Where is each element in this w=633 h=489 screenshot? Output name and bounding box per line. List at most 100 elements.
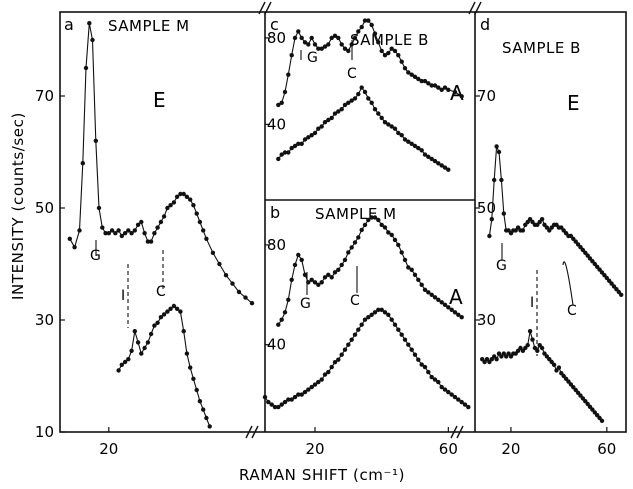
panel-d-data-point: [520, 228, 526, 233]
panel-b-data-point: [289, 397, 294, 402]
panel-a-data-point: [230, 281, 235, 286]
panel-b-data-point: [309, 384, 314, 390]
panel-b-data-point: [399, 332, 404, 337]
panel-b-data-point: [296, 252, 301, 258]
break-mark: [468, 1, 476, 15]
panel-b-data-point: [436, 379, 441, 385]
panel-c-data-point: [362, 89, 368, 95]
panel-b-data-point: [292, 262, 298, 268]
panel-b-data-point: [299, 392, 304, 397]
panel-c-data-point: [352, 35, 358, 41]
panel-b-y-tick-label: 40: [267, 336, 286, 354]
panel-a-data-point: [148, 239, 154, 244]
panel-a-y-tick-label: 10: [35, 423, 54, 441]
panel-c-data-point: [359, 24, 364, 30]
panel-b-data-point: [316, 379, 321, 385]
panel-b-data-point: [356, 327, 361, 332]
panel-c-data-point: [356, 29, 361, 34]
panel-d-data-point: [489, 217, 494, 222]
panel-a-data-point: [243, 295, 248, 300]
panel-a-data-point: [122, 359, 128, 365]
panel-b-data-point: [319, 280, 324, 285]
panel-a-data-point: [210, 250, 216, 255]
panel-c-data-point: [352, 96, 358, 101]
panel-c-series-1-line: [277, 86, 449, 171]
panel-b-data-point: [409, 267, 414, 272]
panel-a-data-point: [197, 219, 203, 225]
panel-c-data-point: [342, 46, 348, 51]
panel-c-data-point: [336, 35, 341, 41]
panel-c-data-point: [396, 130, 401, 136]
panel-a-data-point: [148, 331, 154, 337]
panel-c-data-point: [292, 143, 298, 149]
label-c-a: C: [156, 284, 166, 300]
panel-b-data-point: [312, 280, 318, 285]
panel-d-data-point: [599, 418, 605, 423]
panel-c-data-point: [442, 85, 448, 90]
panel-a-data-point: [116, 368, 121, 373]
panel-a-data-point: [103, 231, 108, 236]
panel-a-data-point: [135, 340, 141, 345]
panel-a-data-point: [132, 329, 137, 334]
panel-b-data-point: [392, 322, 398, 327]
panel-c-data-point: [292, 35, 298, 41]
panel-c-data-point: [392, 48, 398, 54]
panel-c-data-point: [446, 87, 451, 93]
panel-b-data-point: [359, 227, 364, 233]
panel-c-data-point: [306, 42, 311, 47]
panel-b-data-point: [306, 387, 311, 392]
panel-d-data-point: [527, 329, 533, 334]
panel-a-data-point: [100, 225, 105, 230]
panel-c-data-point: [386, 50, 391, 56]
panel-a-data-point: [96, 205, 102, 211]
panel-b-data-point: [346, 342, 351, 347]
panel-b-data-point: [272, 404, 278, 410]
panel-c-data-point: [382, 53, 388, 58]
panel-b-data-point: [352, 332, 358, 337]
panel-b-sample-title: SAMPLE M: [315, 205, 397, 223]
panel-b-data-point: [426, 369, 431, 375]
panel-b-data-point: [379, 307, 384, 312]
panel-b-data-point: [386, 230, 391, 235]
panel-d-sample-title: SAMPLE B: [502, 39, 581, 57]
panel-c-data-point: [426, 154, 431, 159]
panel-a-data-point: [145, 340, 151, 345]
label-g-b: G: [300, 296, 311, 312]
panel-c-data-point: [329, 115, 334, 121]
panel-b-data-point: [339, 352, 344, 357]
panel-a-data-point: [249, 301, 255, 306]
panel-c-data-point: [369, 100, 374, 106]
panel-b-data-point: [456, 397, 461, 402]
panel-c-data-point: [412, 143, 418, 149]
panel-d-data-point: [525, 343, 530, 348]
panel-a-data-point: [178, 191, 183, 197]
panel-c-data-point: [289, 145, 294, 151]
panel-c-data-point: [372, 31, 378, 36]
panel-b-data-point: [392, 237, 398, 243]
panel-b-data-point: [296, 392, 301, 397]
panel-a-data-point: [67, 236, 73, 241]
panel-b-data-point: [362, 222, 368, 228]
panel-c-data-point: [286, 150, 291, 155]
panel-a-data-point: [158, 315, 164, 320]
panel-d-data-point: [556, 365, 562, 370]
panel-c-data-point: [412, 74, 418, 80]
panel-d-data-point: [487, 233, 492, 239]
panel-b-data-point: [289, 277, 294, 282]
panel-b-y-tick-label: 80: [267, 236, 286, 254]
panel-d-y-tick-label: 30: [477, 311, 496, 329]
label-g-d: G: [496, 258, 507, 274]
panel-c-data-point: [392, 126, 398, 131]
panel-b-data-point: [419, 282, 424, 287]
panel-c-data-point: [309, 35, 314, 41]
panel-a-data-point: [171, 200, 177, 205]
panel-b-data-point: [459, 399, 464, 405]
panel-a-data-point: [217, 261, 222, 267]
panel-b-data-point: [346, 250, 351, 255]
panel-b-data-point: [356, 235, 361, 240]
panel-b-data-point: [406, 265, 411, 270]
y-axis-title: INTENSITY (counts/sec): [9, 112, 27, 300]
panel-b-data-point: [359, 322, 364, 327]
panel-c-data-point: [436, 85, 441, 90]
panel-a-data-point: [93, 138, 99, 143]
